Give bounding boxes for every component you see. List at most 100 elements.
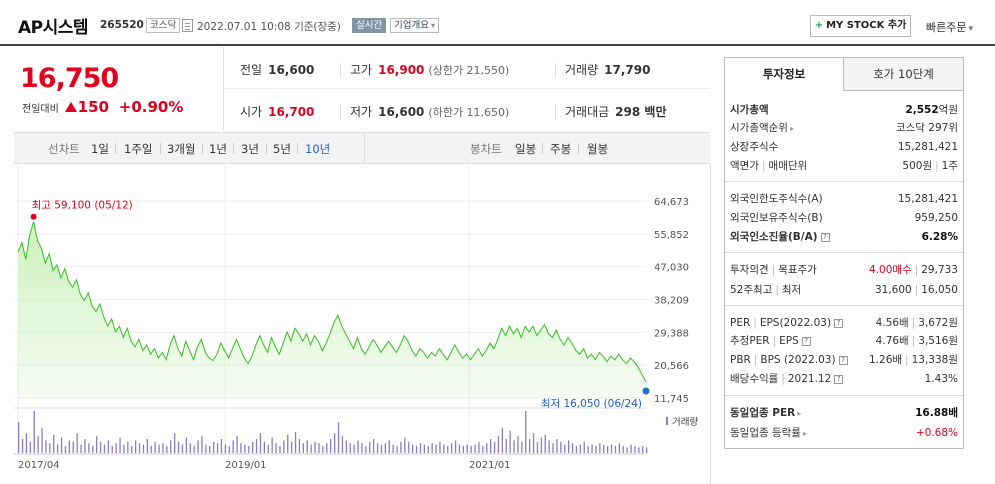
volume-bar (603, 444, 605, 453)
opinion-label: 투자의견 (730, 264, 769, 276)
volume-bar (431, 443, 433, 453)
volume-bar (72, 441, 74, 453)
quick-order-menu[interactable]: 빠른주문 (926, 19, 973, 35)
trade-value-amount: 298 백만 (615, 105, 667, 119)
est-per-label: 추정PER (730, 335, 770, 347)
volume-bar (193, 446, 195, 453)
divider (340, 63, 341, 77)
row-market-cap: 시가총액 2,552억원 (730, 101, 958, 119)
volume-bar (583, 441, 585, 453)
volume-bar (177, 441, 180, 453)
y-tick-label: 29,388 (654, 328, 689, 339)
divider (266, 143, 267, 154)
volume-bar (76, 433, 78, 453)
price-chart[interactable]: 64,673 55,852 47,030 38,209 29,388 20,566 11,7… (14, 165, 714, 475)
bps-label: BPS (760, 354, 781, 366)
divider (233, 143, 234, 154)
foreign-limit-label: 외국인한도주식수(A) (730, 193, 823, 205)
help-icon[interactable]: ? (834, 374, 844, 384)
candle-chart-label: 봉차트 (470, 142, 502, 156)
volume-bar (642, 446, 644, 453)
candle-weekly[interactable]: 주봉 (550, 142, 572, 156)
volume-bar (240, 443, 242, 453)
x-axis-ticks: 2017/04 2019/01 2021/01 (18, 460, 511, 471)
volume-bar (380, 444, 383, 453)
volume-bar (361, 443, 363, 453)
chevron-right-icon[interactable]: ▸ (789, 124, 794, 133)
volume-bar (423, 444, 425, 453)
document-icon[interactable] (182, 19, 193, 32)
volume-bar (521, 441, 523, 453)
volume-bar (571, 443, 574, 453)
volume-bar (57, 444, 59, 453)
volume-bar (345, 440, 347, 453)
volume-bar (575, 446, 578, 453)
volume-bar (162, 443, 164, 453)
row-dividend: 배당수익률 | 2021.12? 1.43% (730, 370, 958, 388)
volume-bar (174, 433, 176, 453)
help-icon[interactable]: ? (820, 232, 830, 242)
volume-bar (37, 436, 39, 453)
volume-bar (373, 439, 375, 453)
volume-bar (123, 444, 125, 453)
volume-bar (552, 443, 554, 453)
chevron-right-icon[interactable]: ▸ (797, 409, 802, 418)
volume-bar (462, 446, 464, 453)
volume-bar (263, 441, 265, 453)
volume-bar (138, 443, 141, 453)
period-1w[interactable]: 1주일 (124, 142, 153, 156)
y-tick-label: 11,745 (654, 394, 689, 405)
low-annotation: 최저 16,050 (06/24) (541, 398, 642, 410)
volume-bar (209, 446, 211, 453)
row-per: PER | EPS(2022.03)? 4.56배 | 3,672원 (730, 317, 958, 329)
help-icon[interactable]: ? (801, 336, 811, 346)
panel-divider (725, 252, 963, 253)
volume-bar (525, 411, 527, 453)
volume-label: 거래량 (565, 63, 599, 77)
sector-per-value: 16.88배 (915, 407, 958, 419)
open-price: 시가 16,700 (240, 103, 314, 120)
face-label: 액면가 (730, 160, 759, 172)
volume-bar (119, 437, 121, 453)
tab-investment-info[interactable]: 투자정보 (725, 58, 843, 91)
market-cap-value: 2,552 (905, 104, 939, 116)
volume-bar (384, 443, 386, 453)
divider (202, 143, 203, 154)
w52-low-label: 최저 (781, 284, 802, 296)
realtime-badge[interactable]: 실시간 (352, 18, 387, 33)
period-3y[interactable]: 3년 (241, 142, 259, 156)
target-value: 29,733 (921, 264, 958, 276)
market-rank-value: 코스닥 297위 (895, 122, 958, 134)
row-foreign-ratio: 외국인소진율(B/A)? 6.28% (730, 228, 958, 246)
candle-daily[interactable]: 일봉 (515, 142, 537, 156)
volume-bar (25, 433, 28, 453)
candle-monthly[interactable]: 월봉 (587, 142, 609, 156)
chevron-right-icon[interactable]: ▸ (802, 429, 807, 438)
period-1y[interactable]: 1년 (209, 142, 227, 156)
volume-bar (49, 443, 51, 453)
add-my-stock-button[interactable]: + MY STOCK 추가 (810, 15, 911, 37)
y-tick-label: 47,030 (654, 263, 689, 274)
price-line (17, 221, 647, 383)
opinion-value: 4.00매수 (869, 264, 912, 276)
y-tick-label: 55,852 (654, 230, 689, 241)
eps-value: 3,672원 (918, 317, 958, 329)
volume-bar (497, 436, 500, 453)
panel-divider (725, 305, 963, 306)
volume-bar (591, 444, 593, 453)
volume-bar (29, 441, 31, 453)
company-overview-dropdown[interactable]: 기업개요 ▾ (390, 18, 439, 33)
period-1d[interactable]: 1일 (91, 142, 109, 156)
help-icon[interactable]: ? (834, 318, 844, 328)
tab-order-book[interactable]: 호가 10단계 (843, 58, 963, 91)
help-icon[interactable]: ? (838, 355, 848, 365)
volume-bar (470, 446, 472, 453)
period-5y[interactable]: 5년 (273, 142, 291, 156)
period-10y[interactable]: 10년 (305, 142, 331, 156)
volume-bar (564, 444, 566, 453)
foreign-hold-value: 959,250 (914, 212, 958, 224)
row-opinion: 투자의견 | 목표주가 4.00매수 | 29,733 (730, 264, 958, 276)
period-3m[interactable]: 3개월 (167, 142, 196, 156)
volume-bar (197, 440, 199, 453)
chart-period-bar (14, 132, 710, 164)
